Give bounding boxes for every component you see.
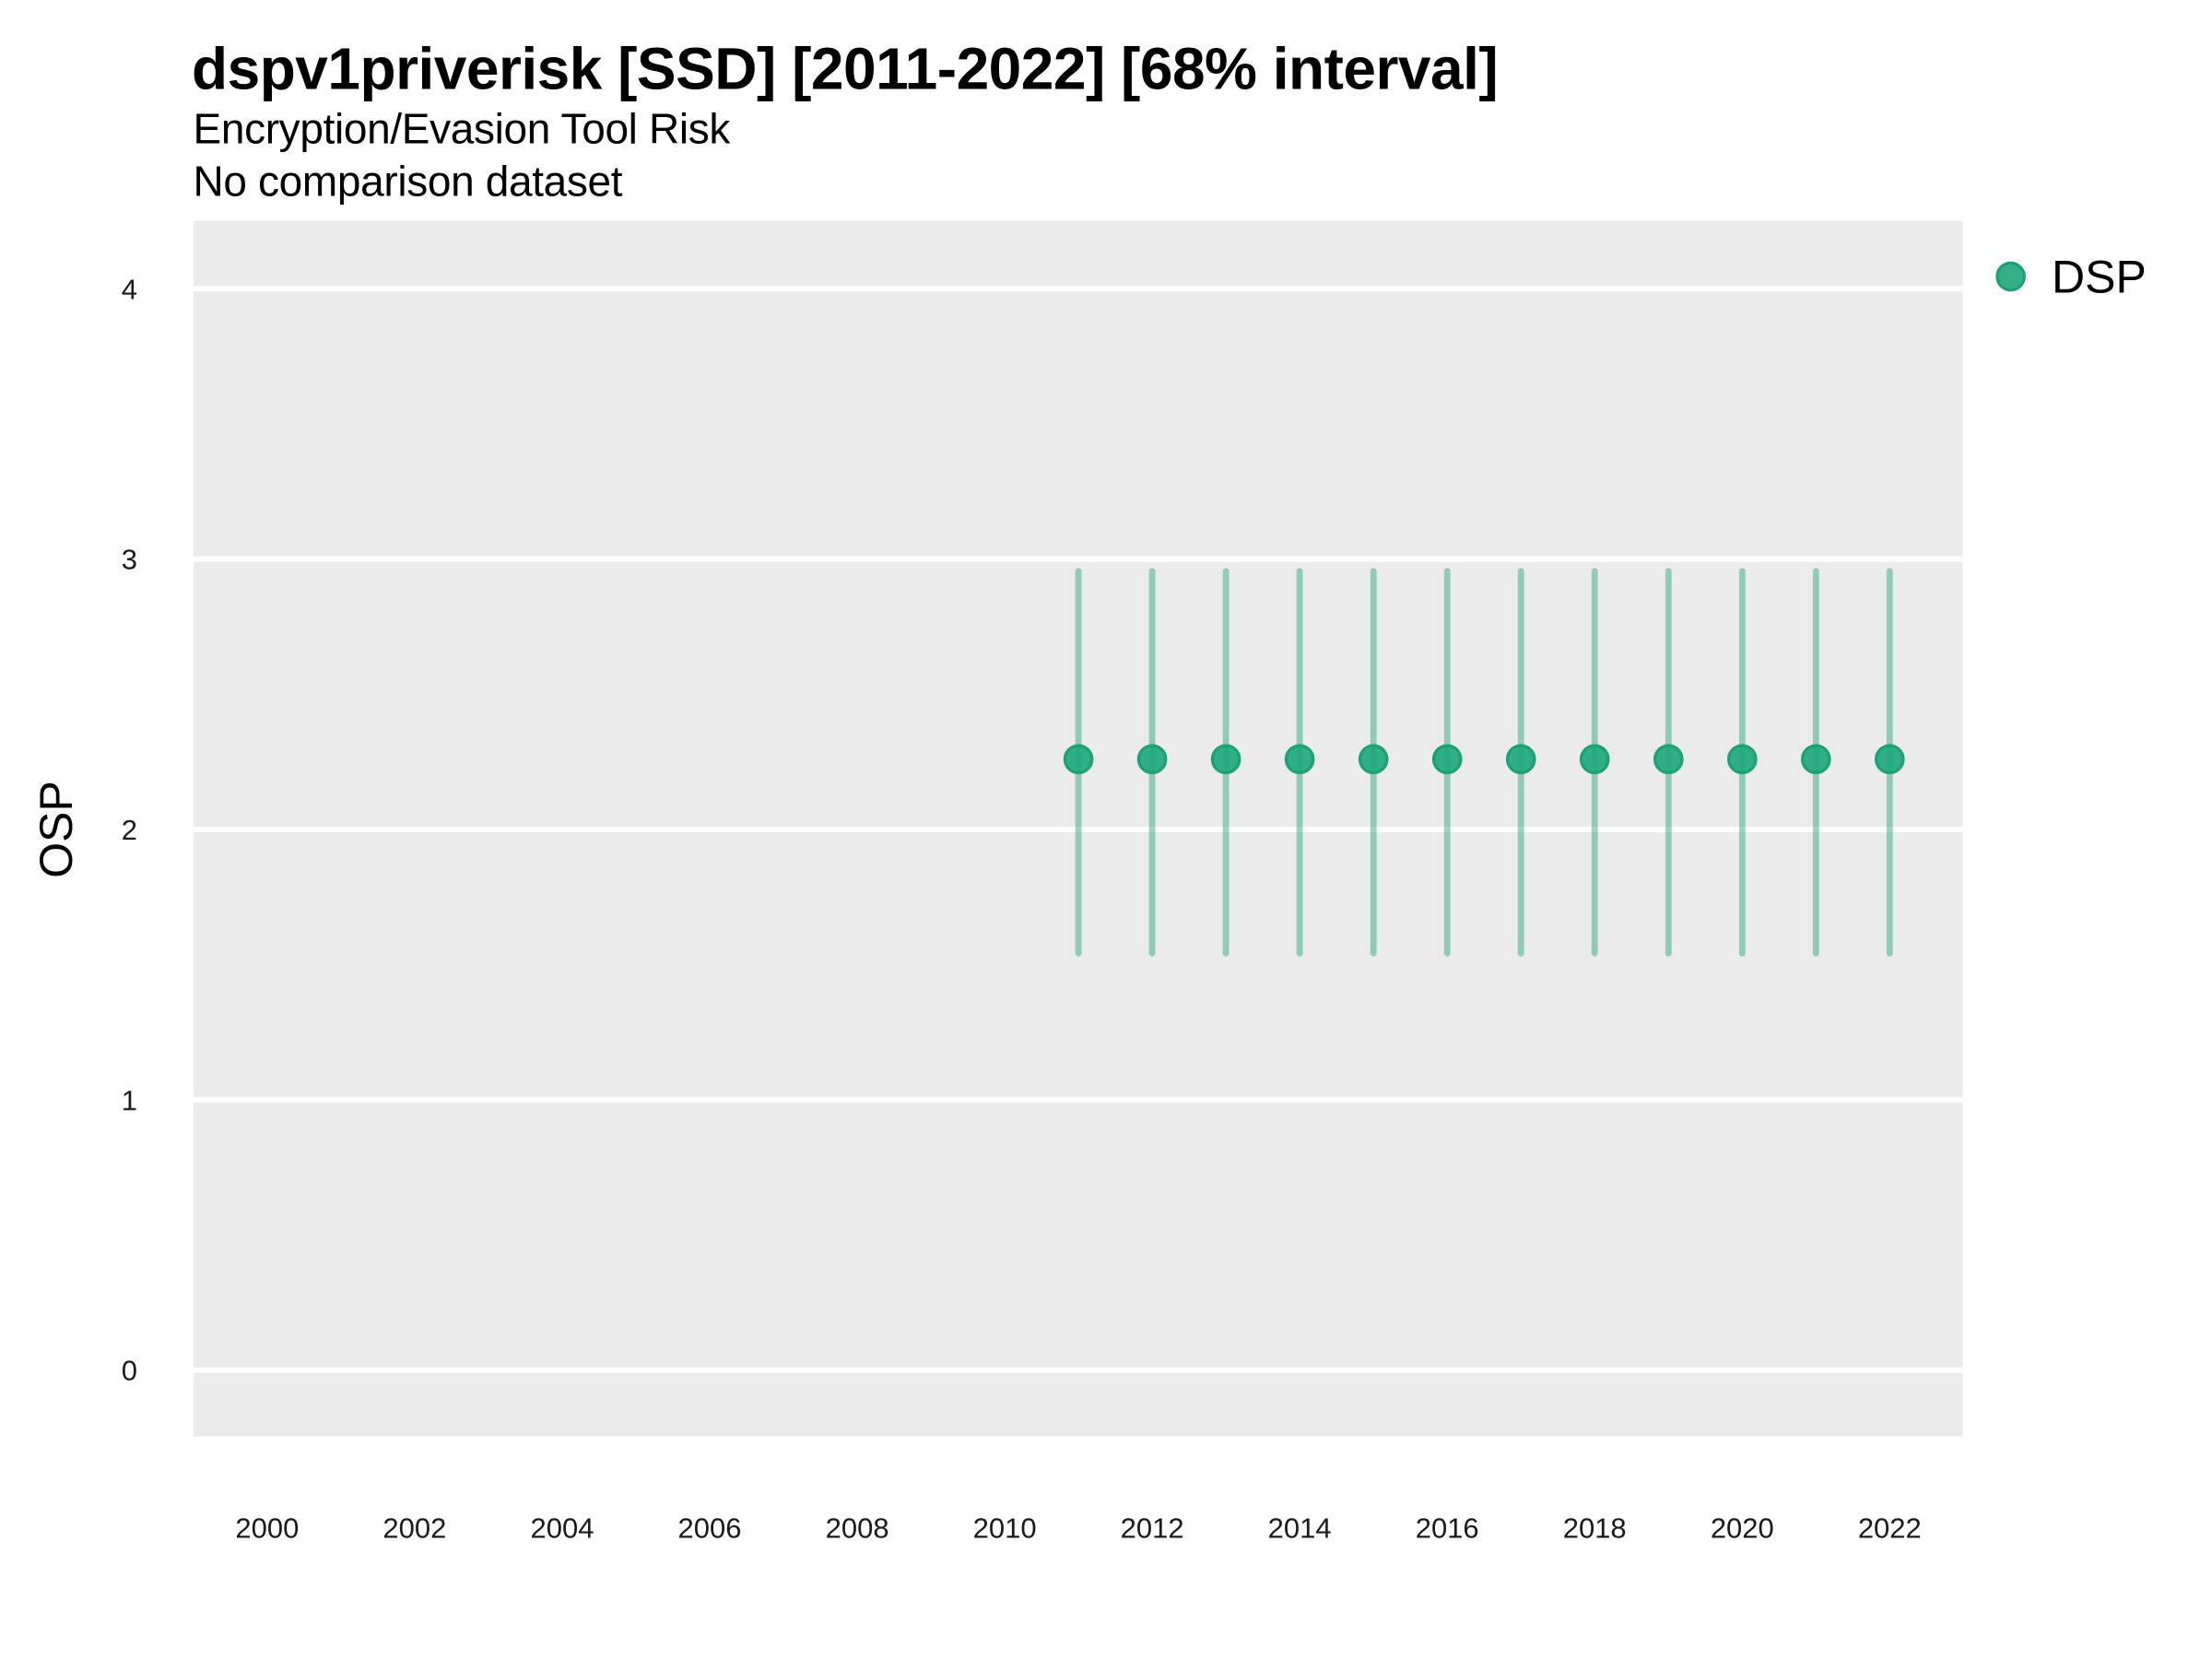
svg-text:2000: 2000 (235, 1512, 299, 1545)
svg-text:2004: 2004 (531, 1512, 594, 1545)
svg-text:2014: 2014 (1268, 1512, 1332, 1545)
svg-text:2018: 2018 (1563, 1512, 1627, 1545)
svg-text:dspv1priverisk [SSD] [2011-202: dspv1priverisk [SSD] [2011-2022] [68% in… (192, 36, 1498, 102)
svg-text:2006: 2006 (678, 1512, 742, 1545)
svg-text:Encryption/Evasion Tool Risk: Encryption/Evasion Tool Risk (194, 105, 732, 153)
svg-text:2012: 2012 (1121, 1512, 1184, 1545)
svg-text:2022: 2022 (1858, 1512, 1922, 1545)
svg-text:OSP: OSP (30, 781, 82, 878)
svg-text:2016: 2016 (1416, 1512, 1479, 1545)
svg-text:4: 4 (122, 273, 137, 305)
svg-text:3: 3 (122, 544, 137, 576)
svg-text:2008: 2008 (826, 1512, 889, 1545)
svg-text:2010: 2010 (973, 1512, 1037, 1545)
svg-text:No comparison dataset: No comparison dataset (194, 158, 623, 206)
svg-text:2020: 2020 (1711, 1512, 1774, 1545)
svg-text:0: 0 (122, 1355, 137, 1387)
svg-text:2: 2 (122, 814, 137, 846)
svg-text:2002: 2002 (382, 1512, 446, 1545)
svg-text:DSP: DSP (2052, 252, 2147, 303)
svg-text:1: 1 (122, 1084, 137, 1116)
